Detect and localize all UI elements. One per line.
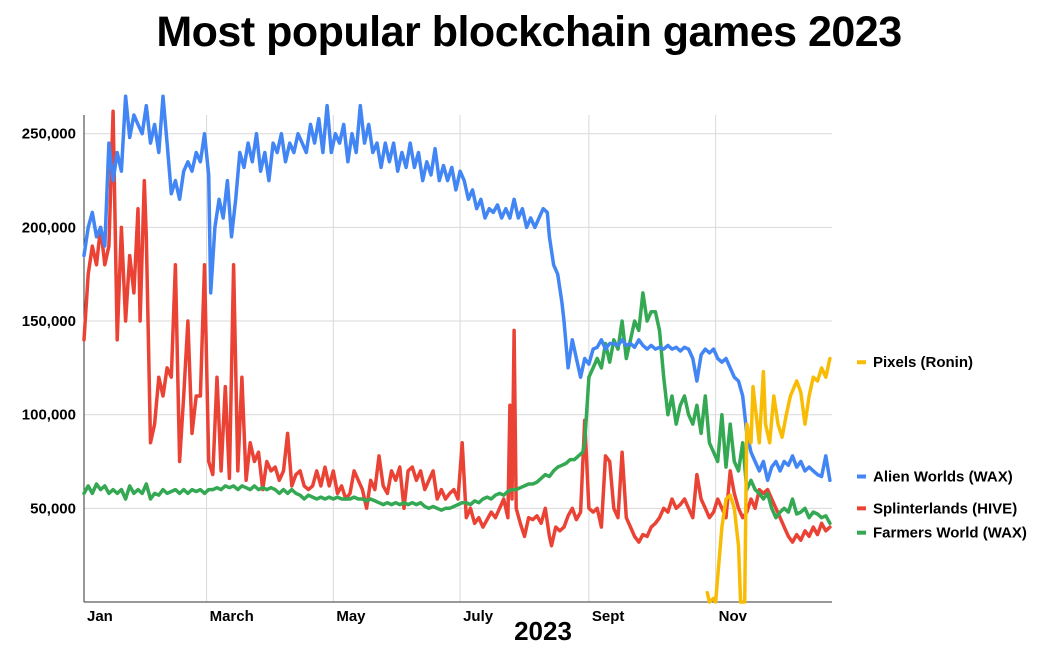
x-tick-label: Sept	[592, 608, 625, 625]
series-line-splinterlands-hive	[82, 109, 832, 548]
y-tick-label: 250,000	[22, 126, 76, 143]
axes	[83, 115, 832, 603]
y-tick-label: 200,000	[22, 219, 76, 236]
x-tick-label: Nov	[719, 608, 748, 625]
x-tick-label: May	[336, 608, 366, 625]
x-tick-label: March	[210, 608, 254, 625]
legend-label-alien-worlds-wax: Alien Worlds (WAX)	[873, 469, 1013, 486]
legend-label-farmers-world-wax: Farmers World (WAX)	[873, 525, 1027, 542]
chart-title: Most popular blockchain games 2023	[156, 8, 902, 56]
series-lines	[82, 94, 832, 604]
y-tick-label: 50,000	[30, 500, 76, 517]
y-tick-label: 100,000	[22, 407, 76, 424]
tick-labels: 50,000 100,000 150,000 200,000 250,000 Jan Mar…	[22, 126, 748, 625]
x-tick-label: July	[463, 608, 494, 625]
y-tick-label: 150,000	[22, 313, 76, 330]
legend: Pixels (Ronin) Alien Worlds (WAX) Splinter…	[857, 354, 1027, 542]
series-line-alien-worlds-wax	[82, 94, 832, 483]
series-line-farmers-world-wax	[82, 291, 832, 526]
x-tick-label: Jan	[87, 608, 113, 625]
x-axis-label: 2023	[514, 616, 572, 646]
legend-label-splinterlands-hive: Splinterlands (HIVE)	[873, 500, 1017, 517]
series-line-pixels-ronin	[705, 356, 832, 604]
legend-label-pixels-ronin: Pixels (Ronin)	[873, 354, 973, 371]
